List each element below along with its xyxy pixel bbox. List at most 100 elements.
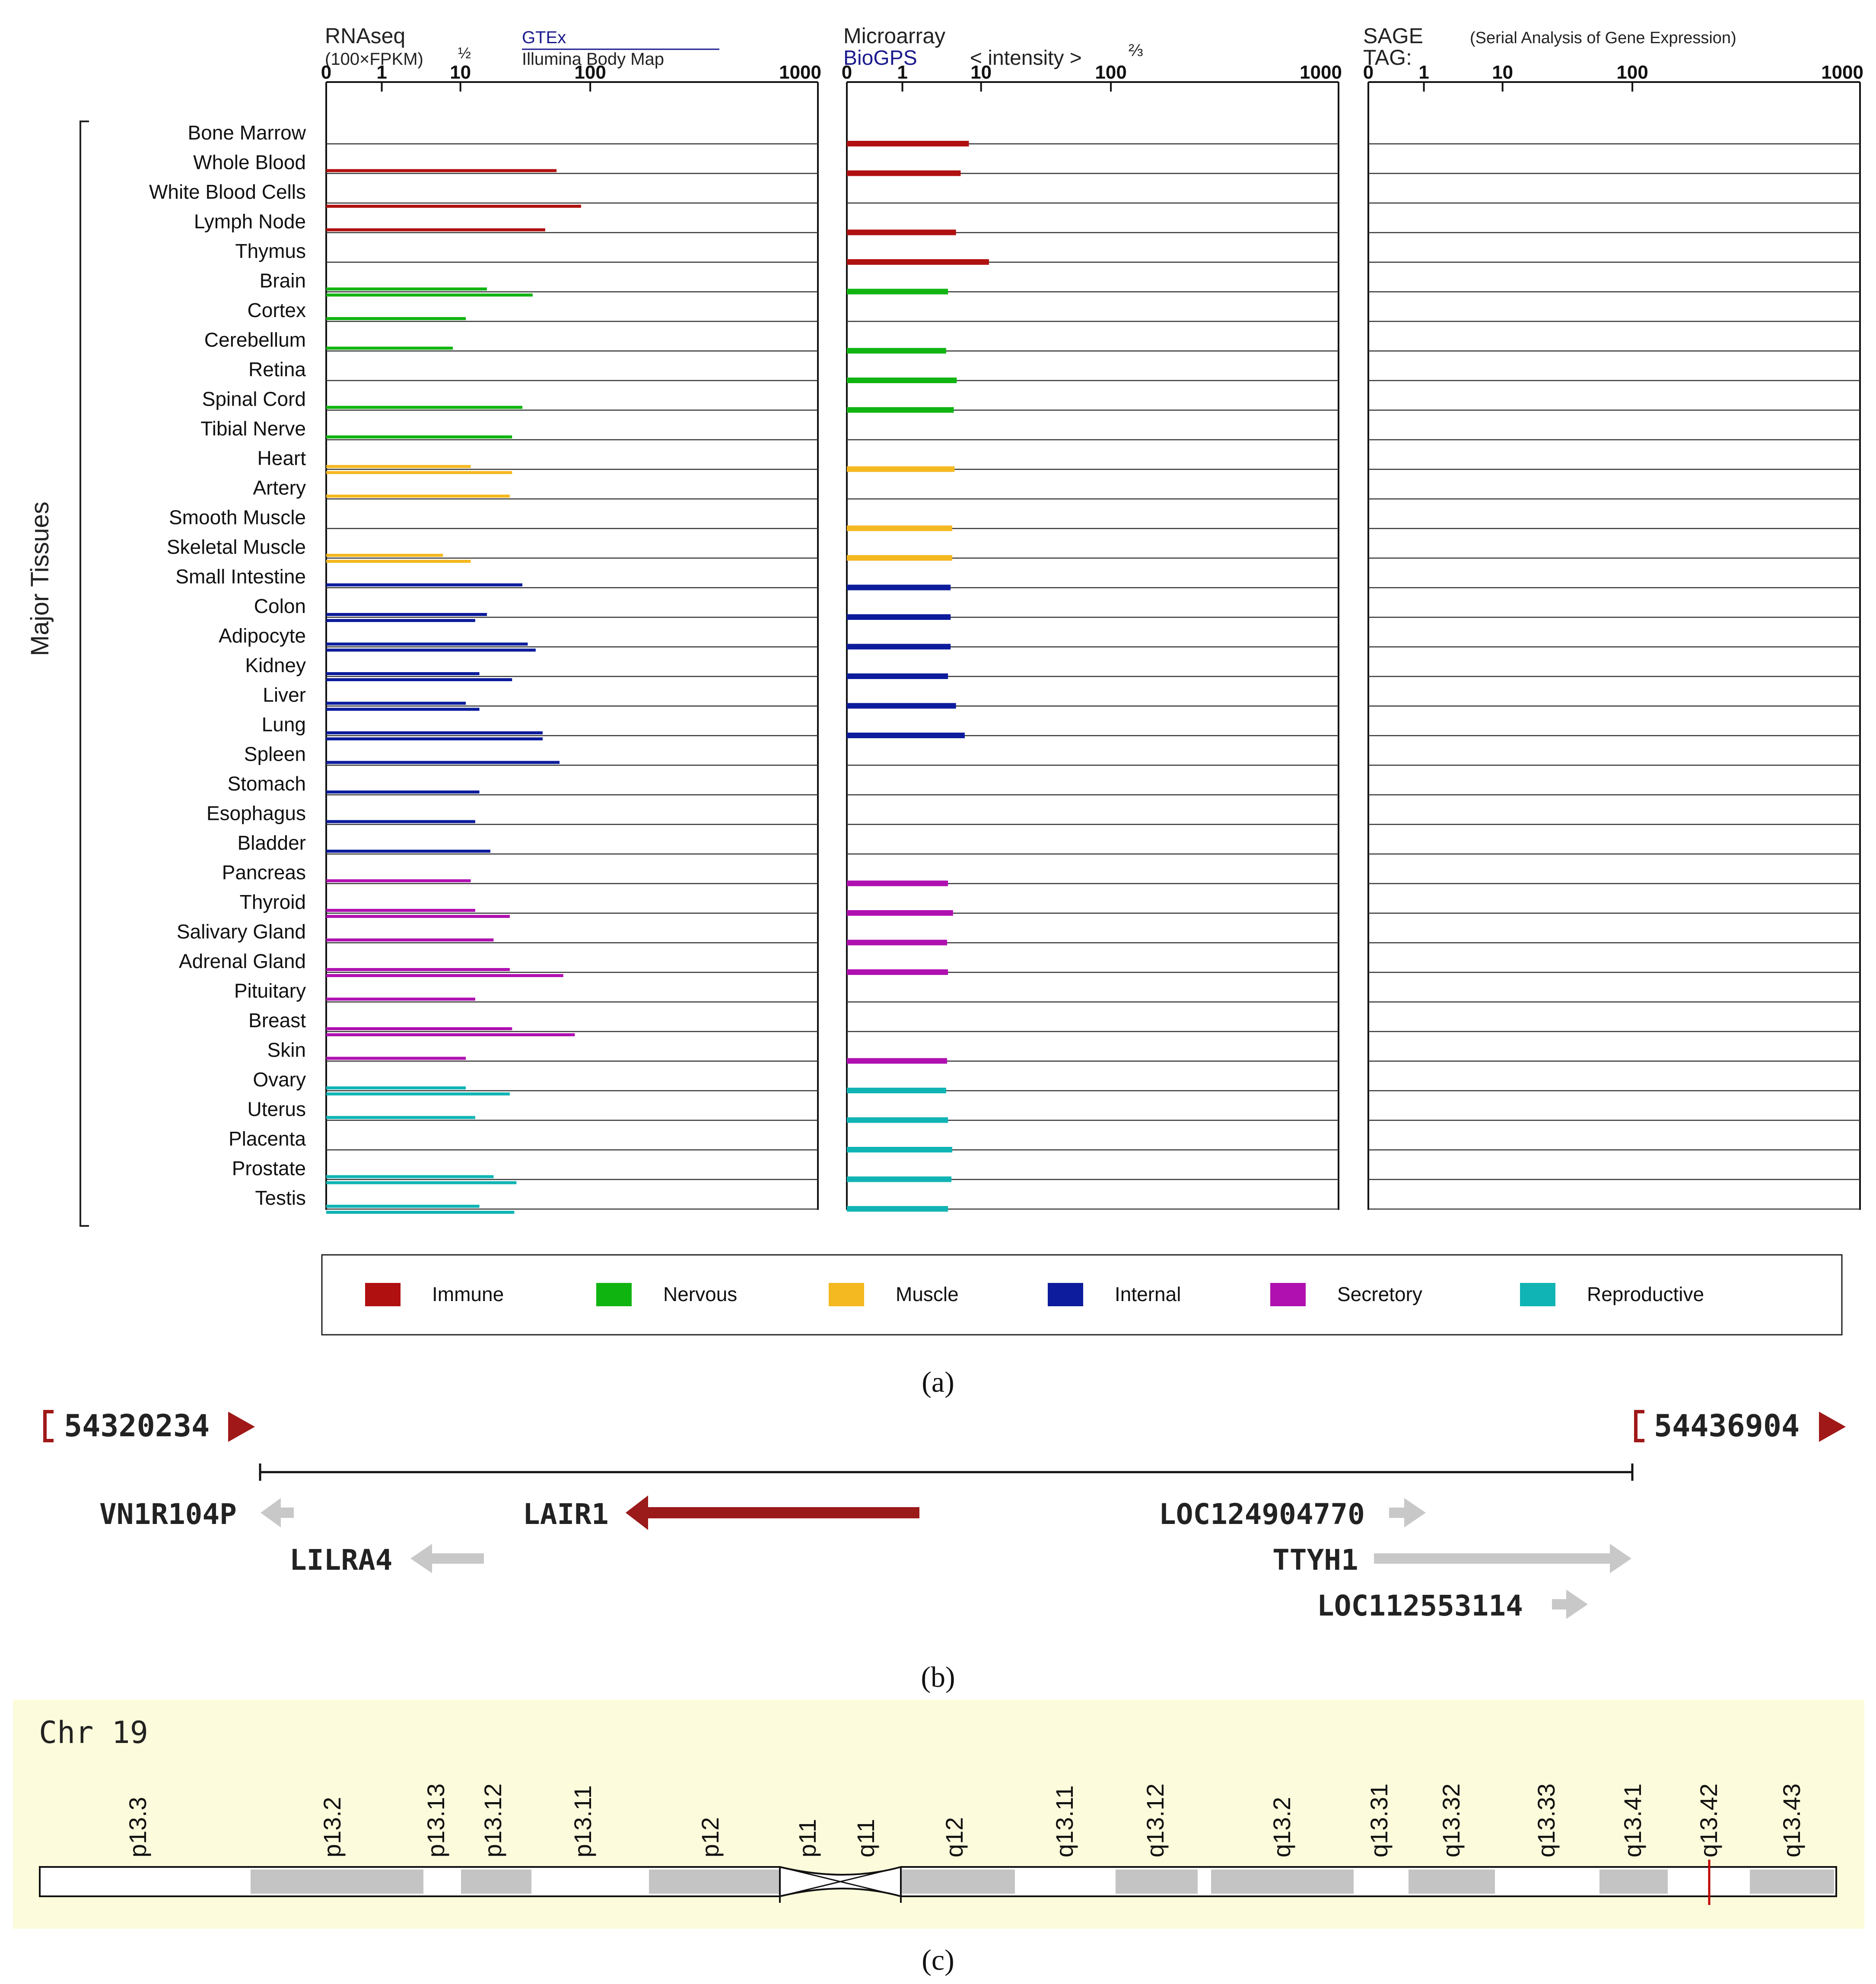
rnaseq-tick-label: 100 — [574, 62, 606, 83]
tissue-label: Liver — [263, 684, 306, 706]
band-label: p13.12 — [479, 1784, 506, 1857]
band-label: p11 — [794, 1819, 821, 1857]
band-q13.43 — [1750, 1870, 1834, 1894]
tissue-label: Esophagus — [207, 802, 306, 825]
bar-biogps — [847, 940, 948, 946]
bar-illumina-body-map — [326, 708, 480, 711]
tissue-label: Smooth Muscle — [169, 506, 306, 529]
centromere-cross — [779, 1866, 901, 1897]
band-label: p13.13 — [422, 1784, 449, 1857]
bar-gtex — [326, 317, 466, 320]
bar-gtex — [326, 968, 510, 971]
tissue-label: Artery — [253, 476, 306, 499]
tissue-label: Cerebellum — [204, 329, 306, 351]
legend: Immune Nervous Muscle Internal Secretory Repr… — [321, 1254, 1843, 1336]
tissue-label: Uterus — [248, 1098, 306, 1121]
bar-biogps — [847, 880, 948, 886]
tissue-label: Retina — [248, 358, 306, 381]
bar-gtex — [326, 672, 480, 675]
rnaseq-tick-label: 1000 — [779, 62, 821, 83]
panel-c: Chr 19 p13.3 p13.2 p13.13 p13.12 p13.11 p12 p1… — [13, 1700, 1864, 1976]
rnaseq-header: RNAseq (100×FPKM) ½ GTEx Illumina Body M… — [325, 24, 719, 69]
bar-illumina-body-map — [326, 1181, 517, 1184]
left-bracket-icon — [43, 1410, 54, 1442]
legend-swatch — [596, 1283, 632, 1306]
band-p13.12 — [461, 1870, 531, 1894]
left-arrow-icon — [626, 1495, 919, 1530]
legend-label: Internal — [1115, 1283, 1181, 1305]
bars-layer — [326, 141, 989, 1214]
gene-label: VN1R104P — [99, 1498, 237, 1531]
caption-b: (b) — [921, 1660, 955, 1693]
gene-loc112553114[interactable]: LOC112553114 — [1317, 1589, 1588, 1622]
bar-illumina-body-map — [326, 1211, 515, 1214]
gene-label: LOC112553114 — [1317, 1589, 1523, 1622]
axes-layer: 0 1 10 100 1000 0 1 10 100 1000 0 1 10 100 1000 — [321, 62, 1863, 1210]
legend-item-nervous: Nervous — [596, 1283, 737, 1306]
gene-lair1[interactable]: LAIR1 — [523, 1495, 919, 1531]
caption-a: (a) — [922, 1365, 954, 1398]
legend-swatch — [365, 1283, 401, 1306]
gene-label: TTYH1 — [1272, 1543, 1358, 1577]
gene-loc124904770[interactable]: LOC124904770 — [1159, 1498, 1426, 1531]
bar-gtex — [326, 406, 523, 409]
bar-biogps — [847, 584, 951, 590]
bar-gtex — [326, 554, 443, 557]
sage-header: SAGE TAG: (Serial Analysis of Gene Expre… — [1363, 24, 1736, 70]
microarray-tick-label: 1000 — [1300, 62, 1342, 83]
bar-illumina-body-map — [326, 974, 563, 977]
band-p13.2 — [251, 1870, 423, 1894]
sage-tick-label: 10 — [1492, 62, 1513, 83]
tissue-label: Thyroid — [240, 891, 306, 913]
chromosome-label: Chr 19 — [39, 1715, 148, 1750]
microarray-header: Microarray BioGPS < intensity > ⅔ — [843, 24, 1143, 70]
band-label: p12 — [696, 1817, 724, 1857]
tissue-label: Kidney — [245, 654, 306, 676]
intensity-label: < intensity > — [970, 47, 1082, 70]
band-label: q13.31 — [1365, 1784, 1393, 1857]
legend-swatch — [829, 1283, 864, 1306]
tissue-label: Adipocyte — [219, 625, 306, 647]
tissue-label: Lung — [262, 713, 306, 736]
tissue-label: Breast — [248, 1009, 306, 1032]
bar-illumina-body-map — [326, 1092, 510, 1095]
band-p12 — [649, 1870, 780, 1894]
bar-illumina-body-map — [326, 619, 475, 622]
bar-gtex — [326, 613, 487, 616]
microarray-title: Microarray — [843, 24, 945, 48]
bar-gtex — [326, 850, 490, 853]
tissue-label: Stomach — [227, 772, 306, 795]
bar-illumina-body-map — [326, 737, 543, 740]
bar-gtex — [326, 465, 471, 468]
gene-ttyh1[interactable]: TTYH1 — [1272, 1543, 1631, 1577]
tissue-label: Pancreas — [222, 861, 306, 884]
panel-b: 54320234 54436904 VN1R104P LAIR1 LOC1249… — [43, 1408, 1846, 1693]
bar-gtex — [326, 1175, 494, 1178]
bar-gtex — [326, 702, 466, 705]
illumina-label: Illumina Body Map — [522, 50, 664, 69]
gene-lilra4[interactable]: LILRA4 — [289, 1543, 484, 1577]
bar-biogps — [847, 1206, 948, 1212]
tissue-label: Small Intestine — [175, 565, 306, 588]
range-start: 54320234 — [43, 1408, 255, 1444]
sage-description: (Serial Analysis of Gene Expression) — [1470, 29, 1736, 47]
bar-gtex — [326, 1086, 466, 1089]
sage-tick-label: 100 — [1616, 62, 1648, 83]
sage-tag: TAG: — [1363, 45, 1412, 70]
tissue-label: Bladder — [237, 832, 306, 854]
bar-gtex — [326, 287, 487, 291]
bar-gtex — [326, 820, 475, 823]
chromosome-ideogram — [39, 1860, 1837, 1905]
bar-biogps — [847, 348, 946, 354]
band-q13.41 — [1599, 1870, 1668, 1894]
tissue-label: Lymph Node — [194, 210, 306, 233]
gene-vn1r104p[interactable]: VN1R104P — [99, 1498, 294, 1531]
right-arrow-icon — [1374, 1544, 1631, 1573]
bar-illumina-body-map — [326, 471, 512, 474]
bar-illumina-body-map — [326, 293, 533, 297]
microarray-tick-label: 10 — [970, 62, 992, 83]
band-label: q11 — [852, 1819, 879, 1857]
tissue-label: Pituitary — [234, 980, 306, 1002]
band-label: q13.32 — [1437, 1784, 1465, 1857]
tissue-bracket — [79, 121, 89, 1227]
